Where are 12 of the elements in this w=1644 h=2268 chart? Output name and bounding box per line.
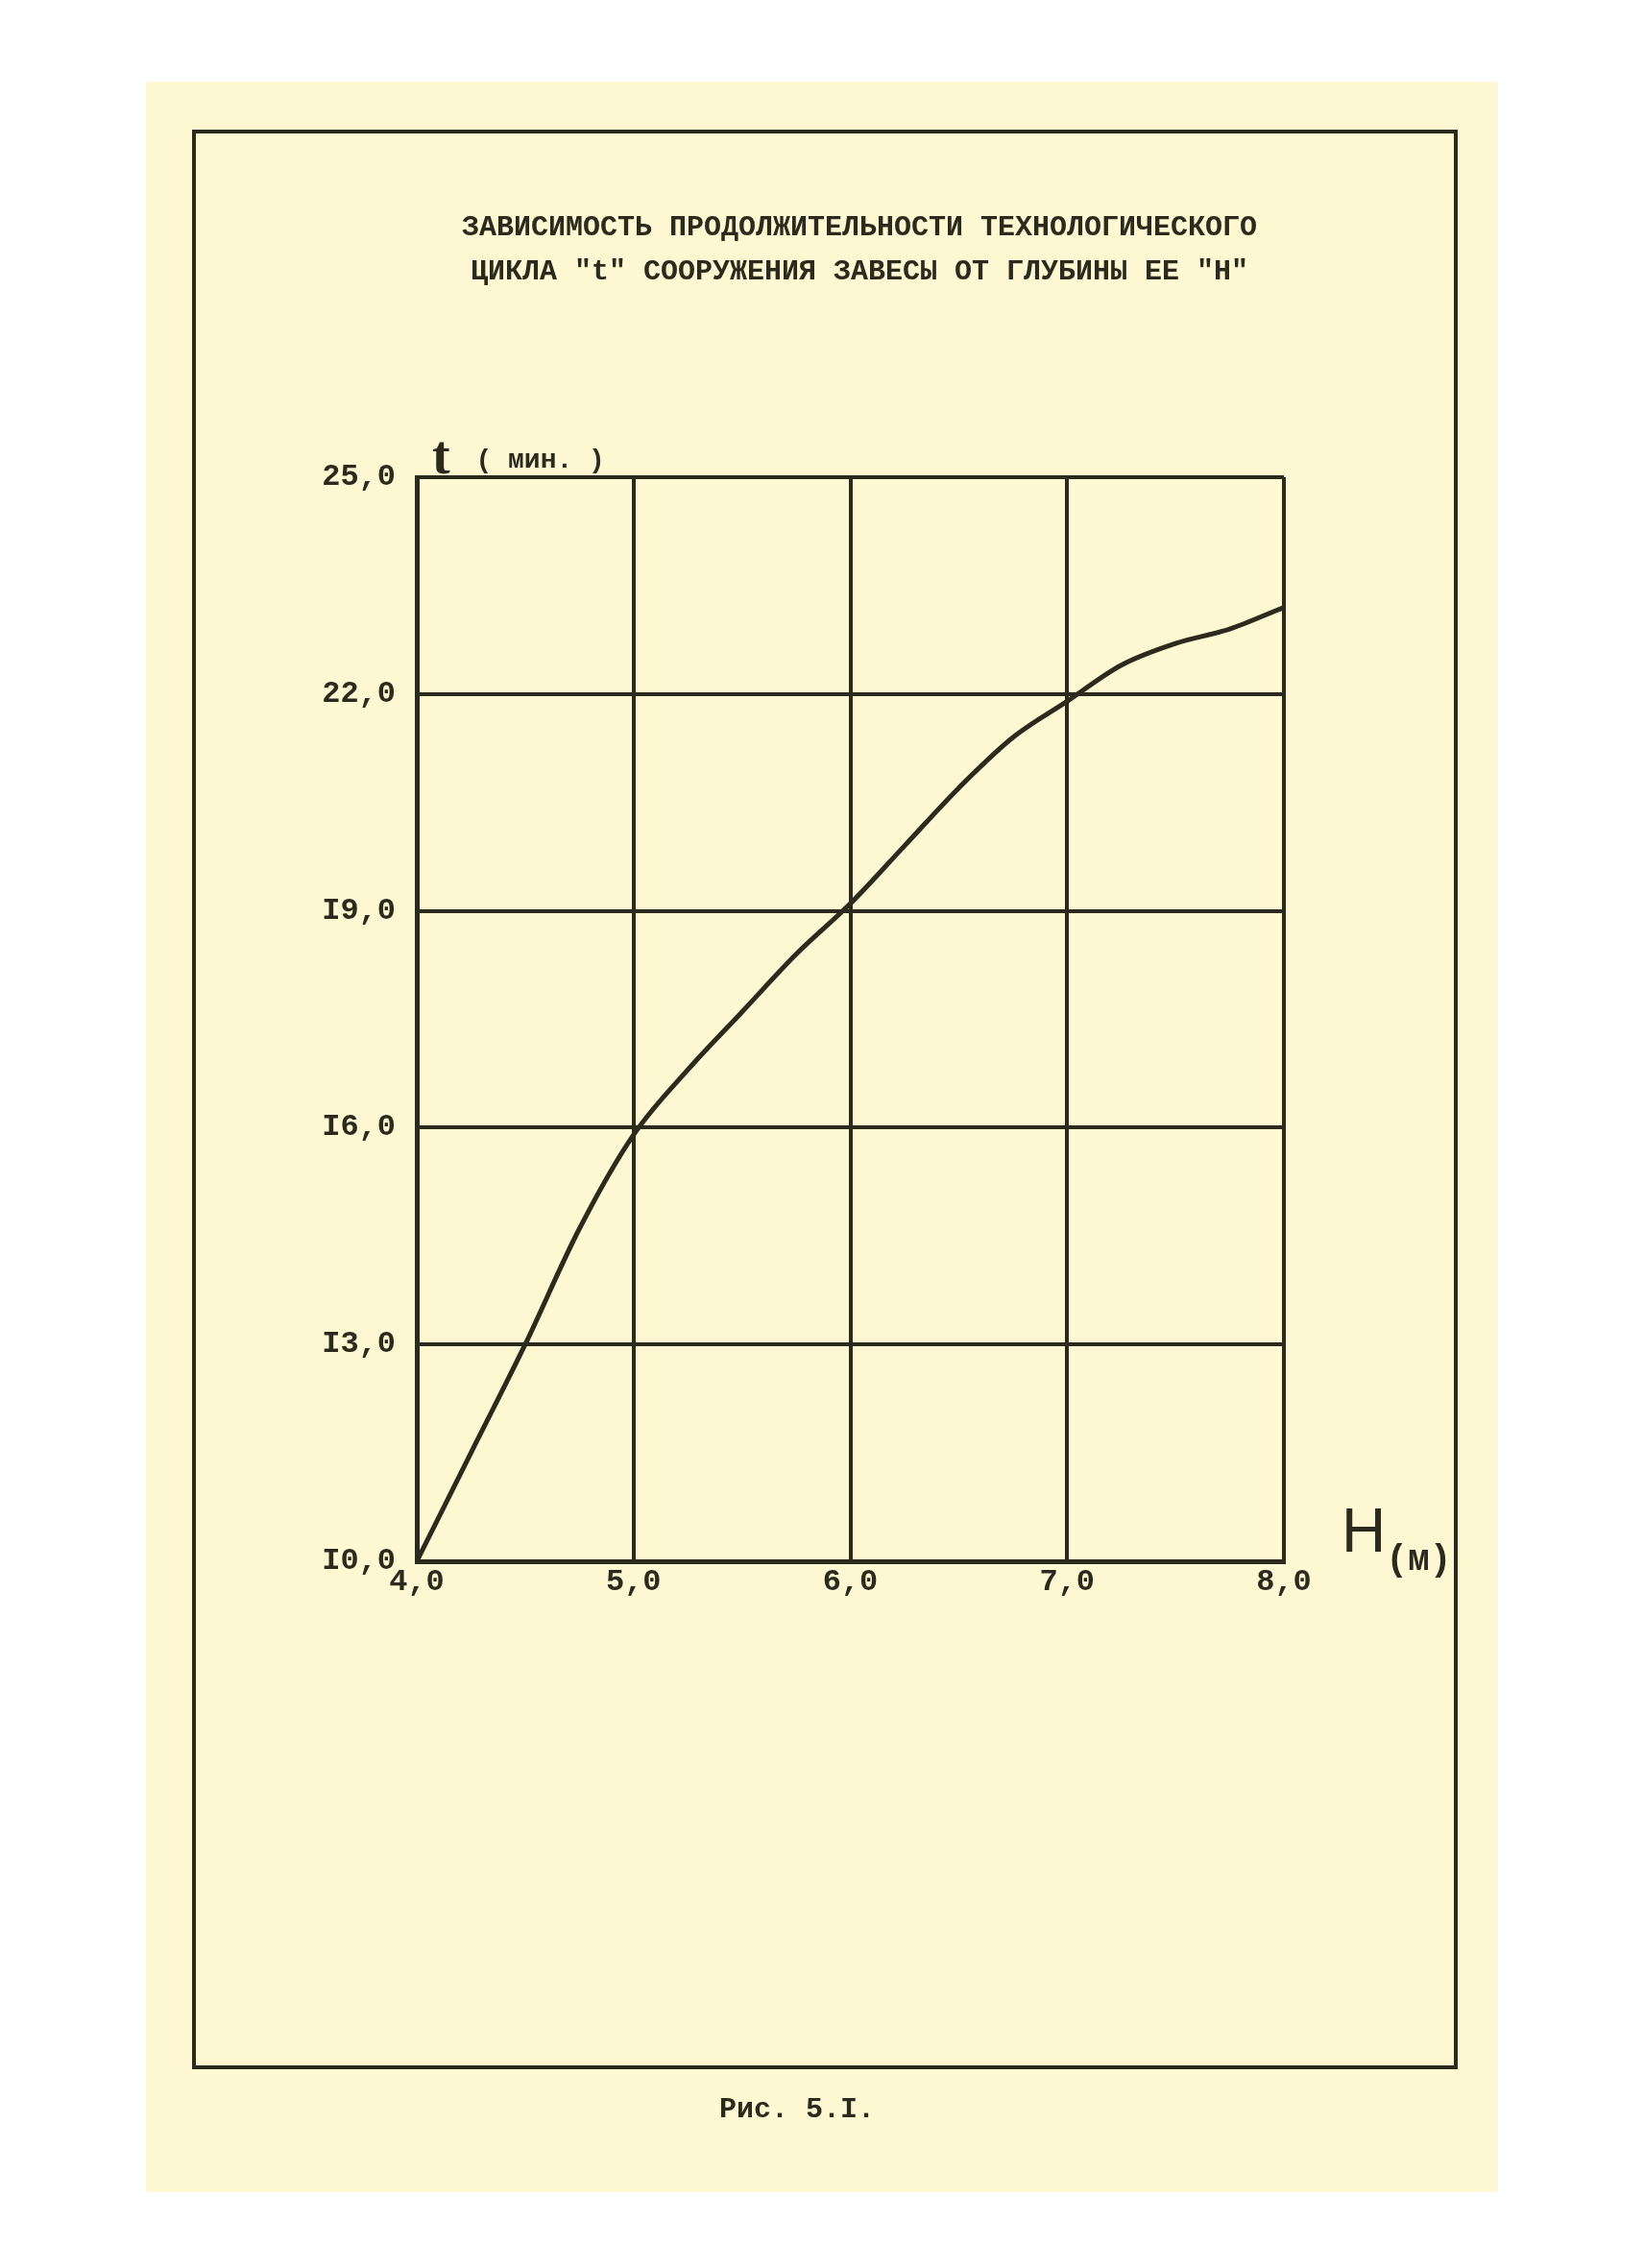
y-tick-label: I6,0: [322, 1109, 396, 1146]
text: Рис. 5.I.: [718, 2093, 876, 2126]
y-tick-label: I9,0: [322, 892, 396, 929]
y-tick-label: 22,0: [322, 675, 396, 712]
x-tick-label: 5,0: [605, 1564, 662, 1601]
chart-title: ЗАВИСИМОСТЬ ПРОДОЛЖИТЕЛЬНОСТИ ТЕХНОЛОГИЧЕСКОГО ЦИКЛА "t" СООРУЖЕНИЯ ЗАВЕСЫ ОТ ГЛУБИНЫ ЕЕ "Н": [461, 211, 1258, 288]
x-tick-label: 7,0: [1039, 1564, 1096, 1601]
x-tick-label: 6,0: [822, 1564, 879, 1601]
y-axis-title: t ( мин. ): [432, 425, 605, 485]
y-tick-label: 25,0: [322, 459, 396, 495]
y-tick-label: I3,0: [322, 1326, 396, 1363]
x-tick-label: 8,0: [1256, 1564, 1312, 1601]
